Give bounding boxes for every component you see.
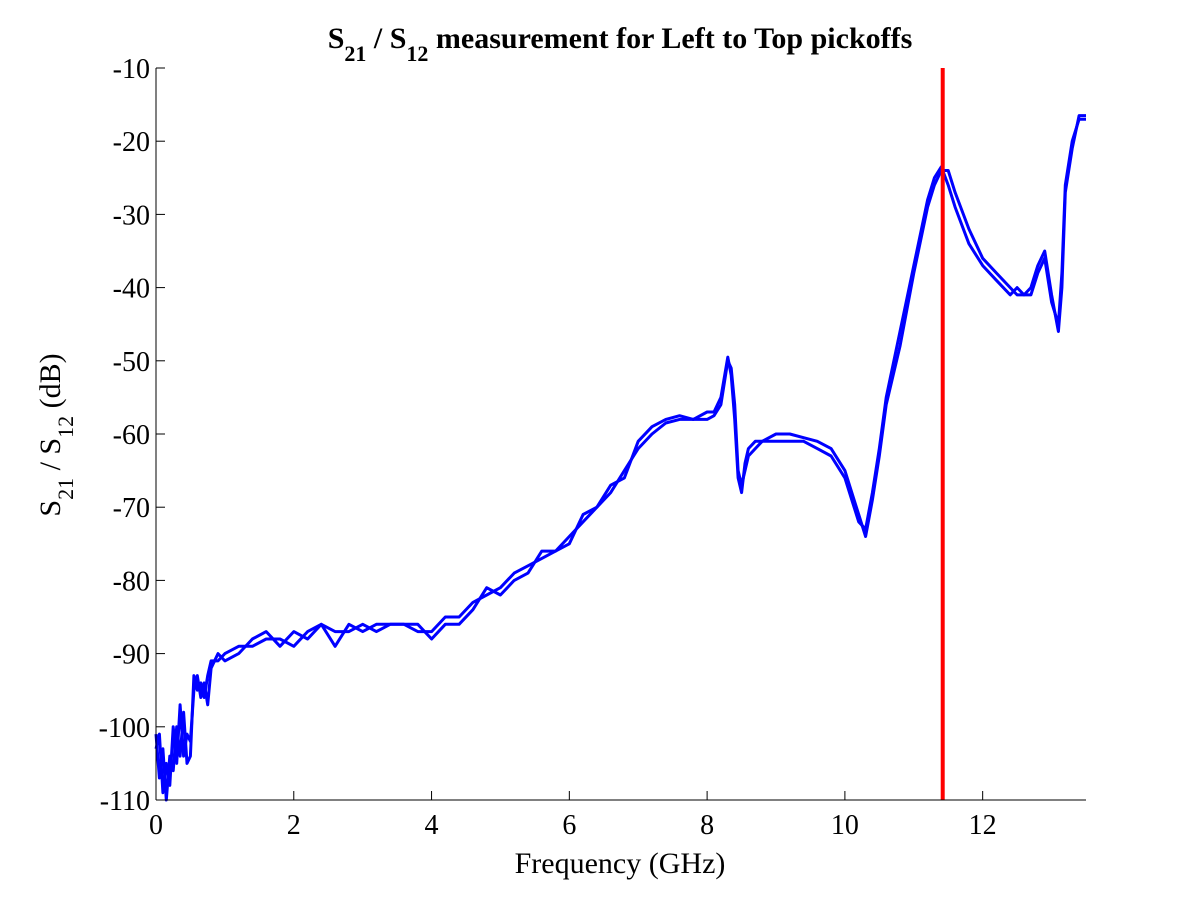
x-axis-label: Frequency (GHz) — [515, 847, 726, 880]
x-tick-label: 4 — [425, 810, 439, 841]
y-ticks: -10 -20 -30 -40 -50 -60 -70 -80 -90 -100 -110 — [99, 54, 165, 817]
x-tick-label: 10 — [831, 810, 859, 841]
chart-title-part: / S — [366, 22, 406, 55]
plot-area: 0 2 4 6 8 10 12 -10-20-30-40-50-60-70-80-90-10… — [99, 54, 1086, 841]
y-axis-label-part: / S — [34, 438, 67, 478]
x-tick-label: 0 — [149, 810, 163, 841]
y-tick-label: -60 — [113, 420, 150, 451]
y-axis-label-part: (dB) — [34, 353, 67, 416]
y-tick-label: -100 — [99, 713, 150, 744]
x-ticks: 0 2 4 6 8 10 12 — [149, 791, 997, 841]
x-tick-label: 6 — [562, 810, 576, 841]
y-tick-label: -70 — [113, 493, 150, 524]
series-layer — [154, 114, 1086, 802]
x-tick-label: 8 — [700, 810, 714, 841]
y-tick-label: -110 — [100, 786, 150, 817]
y-tick-label: -80 — [113, 566, 150, 597]
y-tick-label: -50 — [113, 347, 150, 378]
chart-title-part: S — [328, 22, 345, 55]
x-tick-label: 2 — [287, 810, 301, 841]
chart-title-part: 21 — [344, 41, 366, 66]
y-tick-label: -10 — [113, 54, 150, 85]
y-axis-label: S21 / S12 (dB) — [34, 353, 78, 516]
y-axis-label-part: S — [34, 500, 67, 517]
y-tick-label: -30 — [113, 200, 150, 231]
y-axis-label-part: 21 — [53, 478, 78, 500]
y-tick-label: -90 — [113, 640, 150, 671]
x-tick-label: 12 — [969, 810, 997, 841]
chart-title: S21 / S12 measurement for Left to Top pi… — [328, 22, 913, 66]
chart-title-part: measurement for Left to Top pickoffs — [428, 22, 912, 55]
chart-title-part: 12 — [406, 41, 428, 66]
y-tick-label: -20 — [113, 127, 150, 158]
series-line-2 — [154, 114, 1086, 795]
y-axis-label-part: 12 — [53, 416, 78, 438]
y-tick-label: -40 — [113, 274, 150, 305]
